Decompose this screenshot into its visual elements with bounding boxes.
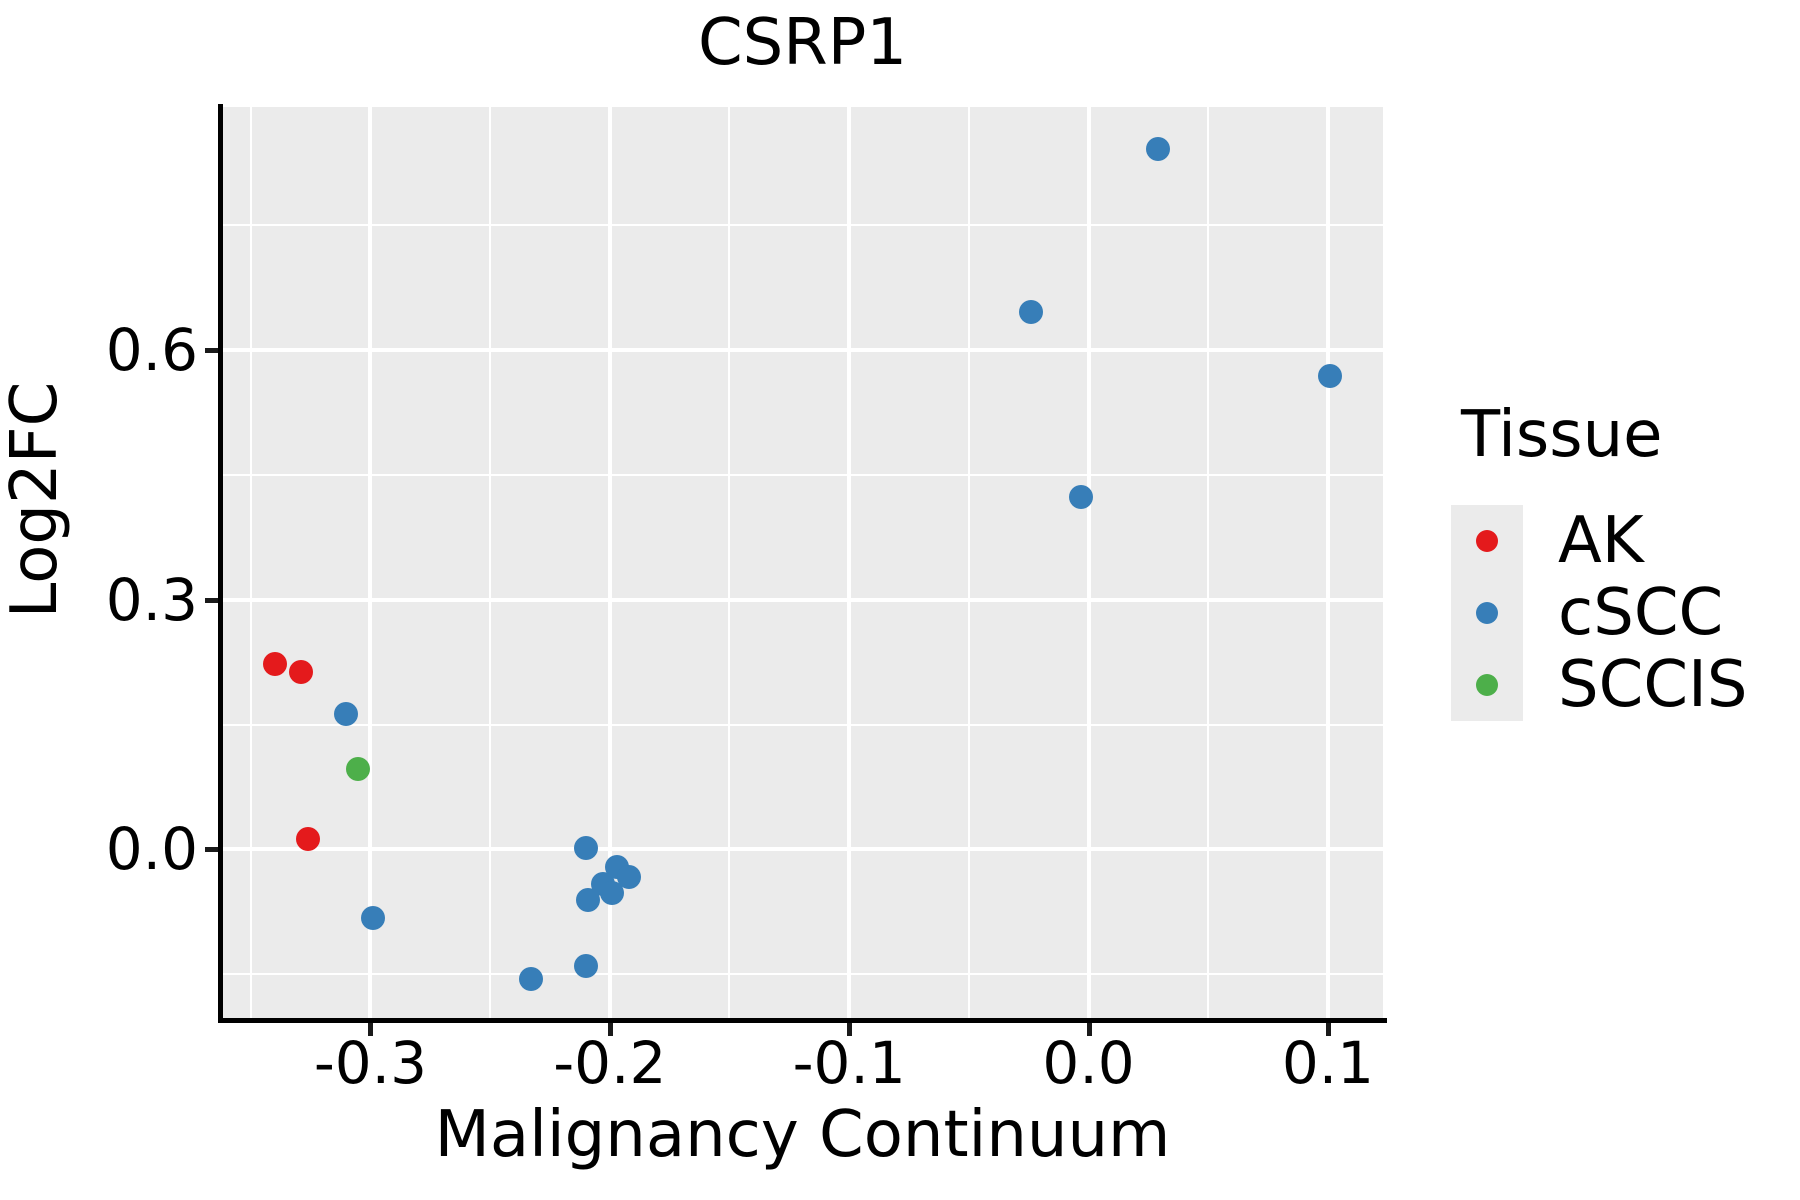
x-major-gridline [368,107,373,1020]
data-point-cSCC [334,701,359,726]
data-point-cSCC [360,905,385,930]
y-tick-mark [205,847,218,853]
x-major-gridline [607,107,612,1020]
y-major-gridline [222,348,1383,353]
x-tick-label: -0.1 [792,1029,906,1097]
x-tick-label: -0.2 [553,1029,667,1097]
y-tick-label: 0.0 [105,815,198,884]
x-tick-mark [607,1023,613,1036]
chart-title: CSRP1 [697,6,908,80]
data-point-cSCC [576,888,601,913]
cscc-dot-icon [1476,602,1498,624]
x-minor-gridline [728,107,731,1020]
data-point-AK [288,660,313,685]
ak-dot-icon [1476,530,1498,552]
legend-entry-AK: AK [1451,505,1800,577]
data-point-cSCC [1318,363,1343,388]
x-axis-label: Malignancy Continuum [434,1098,1171,1172]
x-tick-mark [1086,1023,1092,1036]
data-point-cSCC [600,880,625,905]
x-tick-mark [368,1023,374,1036]
y-minor-gridline [222,973,1383,976]
legend-key-box [1451,505,1523,577]
plot-panel [222,107,1383,1020]
y-axis-line [218,104,223,1023]
x-tick-mark [847,1023,853,1036]
x-tick-label: 0.0 [1042,1029,1135,1097]
y-minor-gridline [222,224,1383,227]
data-point-cSCC [573,835,598,860]
x-tick-label: 0.1 [1281,1029,1375,1097]
x-major-gridline [1086,107,1091,1020]
legend-entry-label: SCCIS [1558,648,1748,722]
x-minor-gridline [967,107,970,1020]
data-point-SCCIS [346,756,371,781]
y-tick-label: 0.6 [105,316,198,385]
legend-entry-SCCIS: SCCIS [1451,649,1800,721]
data-point-cSCC [1019,299,1044,324]
data-point-cSCC [1069,484,1094,509]
y-minor-gridline [222,473,1383,476]
x-axis-line [218,1018,1387,1023]
data-point-cSCC [1145,136,1170,161]
x-minor-gridline [249,107,252,1020]
legend-keys: AK cSCC SCCIS [1451,505,1800,721]
legend-key-box [1451,649,1523,721]
legend-entry-label: cSCC [1558,576,1724,650]
y-tick-mark [205,597,218,603]
x-tick-label: -0.3 [313,1029,427,1097]
y-minor-gridline [222,723,1383,726]
x-minor-gridline [489,107,492,1020]
y-tick-label: 0.3 [105,565,198,634]
legend-entry-cSCC: cSCC [1451,577,1800,649]
x-tick-mark [1325,1023,1331,1036]
data-point-AK [296,826,321,851]
sccis-dot-icon [1476,674,1498,696]
legend-entry-label: AK [1558,504,1644,578]
y-major-gridline [222,597,1383,602]
data-point-cSCC [518,967,543,992]
legend-title: Tissue [1461,398,1663,472]
x-major-gridline [1325,107,1330,1020]
data-point-AK [262,651,287,676]
x-major-gridline [847,107,852,1020]
data-point-cSCC [573,953,598,978]
y-major-gridline [222,847,1383,852]
y-tick-mark [205,348,218,354]
x-minor-gridline [1207,107,1210,1020]
legend-key-box [1451,577,1523,649]
